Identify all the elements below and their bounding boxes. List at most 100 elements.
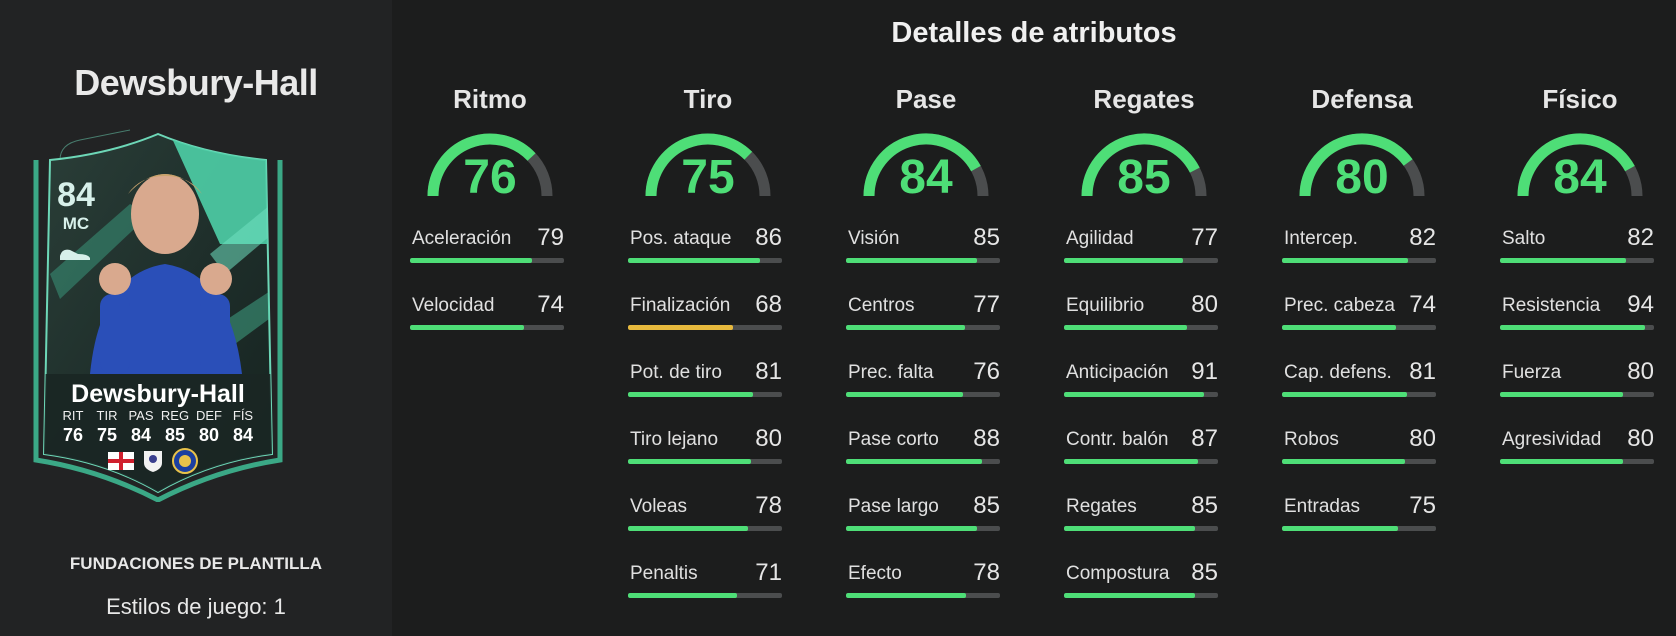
league-badge-icon bbox=[144, 451, 162, 472]
stat-row-equilibrio[interactable]: Equilibrio 80 bbox=[1064, 291, 1224, 362]
category-value: 85 bbox=[1117, 151, 1171, 204]
stat-list: Aceleración 79 Velocidad 74 bbox=[410, 224, 570, 362]
player-card[interactable]: 84 MC Dewsbury-Hall RIT 76 TIR 75 PAS 84 RE… bbox=[20, 124, 296, 502]
stat-row-pase-corto[interactable]: Pase corto 88 bbox=[846, 425, 1006, 496]
stat-name: Contr. balón bbox=[1066, 429, 1169, 450]
card-stat-value: 85 bbox=[164, 425, 186, 445]
stat-bar-fill bbox=[1282, 258, 1409, 263]
stat-value: 82 bbox=[1409, 224, 1436, 251]
stat-bar-fill bbox=[1064, 325, 1188, 330]
page-title: Detalles de atributos bbox=[891, 17, 1177, 49]
stat-bar-fill bbox=[846, 258, 977, 263]
category-value: 84 bbox=[899, 151, 953, 204]
gauge-arc-icon bbox=[1081, 133, 1207, 197]
gauge-arc-icon bbox=[1299, 133, 1425, 197]
stat-row-voleas[interactable]: Voleas 78 bbox=[628, 492, 788, 563]
category-gauge: 80 bbox=[1296, 130, 1428, 206]
category-tiro: Tiro 75 Pos. ataque 86 Finalización 68 Pot. de… bbox=[628, 84, 788, 630]
stat-bar-fill bbox=[1064, 258, 1183, 263]
stat-bar-fill bbox=[1064, 526, 1195, 531]
player-panel: Dewsbury-Hall bbox=[0, 0, 392, 636]
card-stat-value: 80 bbox=[198, 425, 220, 445]
card-stat-value: 84 bbox=[232, 425, 254, 445]
stat-row-anticipacion[interactable]: Anticipación 91 bbox=[1064, 358, 1224, 429]
stat-row-prec-cabeza[interactable]: Prec. cabeza 74 bbox=[1282, 291, 1442, 362]
stat-row-agilidad[interactable]: Agilidad 77 bbox=[1064, 224, 1224, 295]
gauge-fill bbox=[1081, 133, 1200, 197]
category-gauge: 75 bbox=[642, 130, 774, 206]
category-gauge: 84 bbox=[860, 130, 992, 206]
stat-bar-fill bbox=[1282, 526, 1398, 531]
card-stat-reg: REG 85 bbox=[160, 408, 190, 446]
stat-row-robos[interactable]: Robos 80 bbox=[1282, 425, 1442, 496]
stat-row-resistencia[interactable]: Resistencia 94 bbox=[1500, 291, 1660, 362]
stat-bar bbox=[1064, 459, 1218, 464]
card-stat-label: TIR bbox=[96, 408, 118, 423]
stat-row-pos-ataque[interactable]: Pos. ataque 86 bbox=[628, 224, 788, 295]
stat-bar-fill bbox=[1500, 459, 1624, 464]
stat-row-entradas[interactable]: Entradas 75 bbox=[1282, 492, 1442, 563]
stat-value: 80 bbox=[1627, 358, 1654, 385]
stat-row-agresividad[interactable]: Agresividad 80 bbox=[1500, 425, 1660, 496]
stat-value: 85 bbox=[973, 492, 1000, 519]
stat-name: Pase corto bbox=[848, 429, 939, 450]
stat-row-compostura[interactable]: Compostura 85 bbox=[1064, 559, 1224, 630]
category-title: Defensa bbox=[1311, 84, 1413, 114]
stat-value: 85 bbox=[1191, 559, 1218, 586]
stat-row-regates[interactable]: Regates 85 bbox=[1064, 492, 1224, 563]
stat-bar bbox=[846, 325, 1000, 330]
stat-bar bbox=[1500, 459, 1654, 464]
stat-row-intercep[interactable]: Intercep. 82 bbox=[1282, 224, 1442, 295]
stat-row-efecto[interactable]: Efecto 78 bbox=[846, 559, 1006, 630]
stat-bar bbox=[1282, 392, 1436, 397]
stat-row-centros[interactable]: Centros 77 bbox=[846, 291, 1006, 362]
stat-bar bbox=[846, 392, 1000, 397]
stat-bar bbox=[628, 526, 782, 531]
stat-bar-fill bbox=[628, 459, 752, 464]
category-regates: Regates 85 Agilidad 77 Equilibrio 80 Anticipac… bbox=[1064, 84, 1224, 630]
category-title: Pase bbox=[895, 84, 957, 114]
stat-row-salto[interactable]: Salto 82 bbox=[1500, 224, 1660, 295]
stat-bar-fill bbox=[1282, 325, 1396, 330]
card-stat-value: 76 bbox=[62, 425, 84, 445]
stat-row-penaltis[interactable]: Penaltis 71 bbox=[628, 559, 788, 630]
stat-row-tiro-lejano[interactable]: Tiro lejano 80 bbox=[628, 425, 788, 496]
stat-row-pase-largo[interactable]: Pase largo 85 bbox=[846, 492, 1006, 563]
stat-row-aceleracion[interactable]: Aceleración 79 bbox=[410, 224, 570, 295]
category-value: 80 bbox=[1335, 151, 1389, 204]
card-stat-fis: FÍS 84 bbox=[228, 408, 258, 446]
stat-name: Velocidad bbox=[412, 295, 495, 316]
stat-bar-fill bbox=[1064, 459, 1198, 464]
stat-row-vision[interactable]: Visión 85 bbox=[846, 224, 1006, 295]
playstyles-count[interactable]: Estilos de juego: 1 bbox=[106, 594, 286, 619]
card-stat-label: RIT bbox=[62, 408, 84, 423]
stat-bar-fill bbox=[628, 593, 738, 598]
stat-bar bbox=[846, 593, 1000, 598]
gauge-fill bbox=[427, 133, 536, 197]
stat-value: 80 bbox=[1409, 425, 1436, 452]
category-fisico: Físico 84 Salto 82 Resistencia 94 Fuerza 80 Agre… bbox=[1500, 84, 1660, 496]
stat-value: 71 bbox=[755, 559, 782, 586]
card-frame-icon bbox=[33, 129, 283, 502]
category-defensa: Defensa 80 Intercep. 82 Prec. cabeza 74 Cap. d… bbox=[1282, 84, 1442, 563]
stat-row-velocidad[interactable]: Velocidad 74 bbox=[410, 291, 570, 362]
stat-row-pot-de-tiro[interactable]: Pot. de tiro 81 bbox=[628, 358, 788, 429]
england-flag-icon bbox=[108, 452, 134, 470]
stat-value: 78 bbox=[755, 492, 782, 519]
stat-bar-fill bbox=[1282, 392, 1407, 397]
stat-row-contr-balon[interactable]: Contr. balón 87 bbox=[1064, 425, 1224, 496]
stat-row-fuerza[interactable]: Fuerza 80 bbox=[1500, 358, 1660, 429]
stat-bar bbox=[846, 526, 1000, 531]
category-value: 76 bbox=[463, 151, 517, 204]
stat-row-cap-defens[interactable]: Cap. defens. 81 bbox=[1282, 358, 1442, 429]
stat-row-finalizacion[interactable]: Finalización 68 bbox=[628, 291, 788, 362]
stat-name: Equilibrio bbox=[1066, 295, 1145, 316]
stat-row-prec-falta[interactable]: Prec. falta 76 bbox=[846, 358, 1006, 429]
stat-bar bbox=[628, 593, 782, 598]
card-stat-label: DEF bbox=[196, 408, 222, 423]
stat-bar bbox=[410, 325, 564, 330]
stat-list: Agilidad 77 Equilibrio 80 Anticipación 91 Cont… bbox=[1064, 224, 1224, 630]
club-crest-icon bbox=[172, 448, 198, 474]
stat-bar-fill bbox=[628, 392, 753, 397]
stat-bar bbox=[628, 258, 782, 263]
